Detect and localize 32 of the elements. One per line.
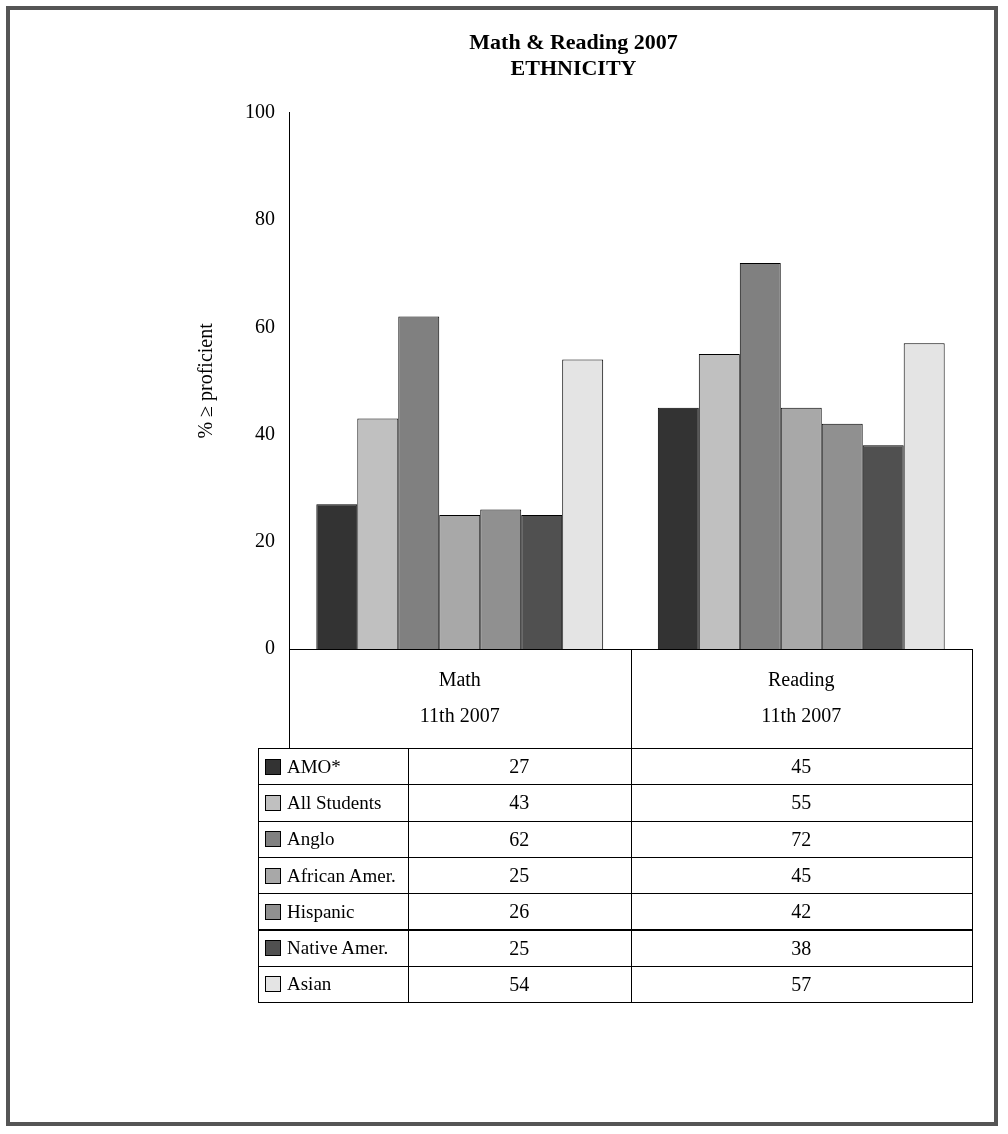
legend-label: AMO* (287, 755, 341, 778)
data-label: 26 (509, 899, 530, 925)
y-tick-label: 60 (255, 314, 275, 337)
data-label: 72 (791, 826, 812, 852)
y-tick-label: 20 (255, 529, 275, 552)
legend-label: Asian (287, 973, 332, 996)
data-label: 25 (509, 935, 530, 961)
legend-label: Hispanic (287, 900, 355, 923)
y-tick-label: 40 (255, 421, 275, 444)
legend-label: Anglo (287, 828, 335, 851)
chart-title: Math & Reading 2007 (469, 28, 678, 54)
data-label: 62 (509, 826, 530, 852)
legend-label: All Students (287, 791, 382, 814)
y-tick-label: 0 (265, 636, 275, 659)
chart-subtitle: ETHNICITY (510, 55, 637, 81)
legend-label: African Amer. (287, 864, 396, 887)
y-axis-title: % ≥ proficient (194, 322, 218, 439)
data-label: 54 (509, 971, 530, 997)
legend-label: Native Amer. (287, 937, 389, 960)
data-label: 25 (509, 862, 530, 888)
y-tick-label: 100 (245, 100, 275, 123)
data-label: 45 (791, 754, 812, 779)
data-label: 43 (509, 790, 530, 816)
data-label: 57 (791, 971, 812, 997)
x-tick-label: Math 11th 2007 (419, 667, 500, 728)
data-label: 42 (791, 899, 812, 925)
data-label: 45 (791, 862, 812, 888)
data-label: 38 (791, 935, 812, 961)
data-label: 55 (791, 790, 812, 816)
y-tick-label: 80 (255, 207, 275, 230)
data-label: 27 (509, 754, 530, 779)
x-tick-label: Reading 11th 2007 (761, 667, 842, 728)
